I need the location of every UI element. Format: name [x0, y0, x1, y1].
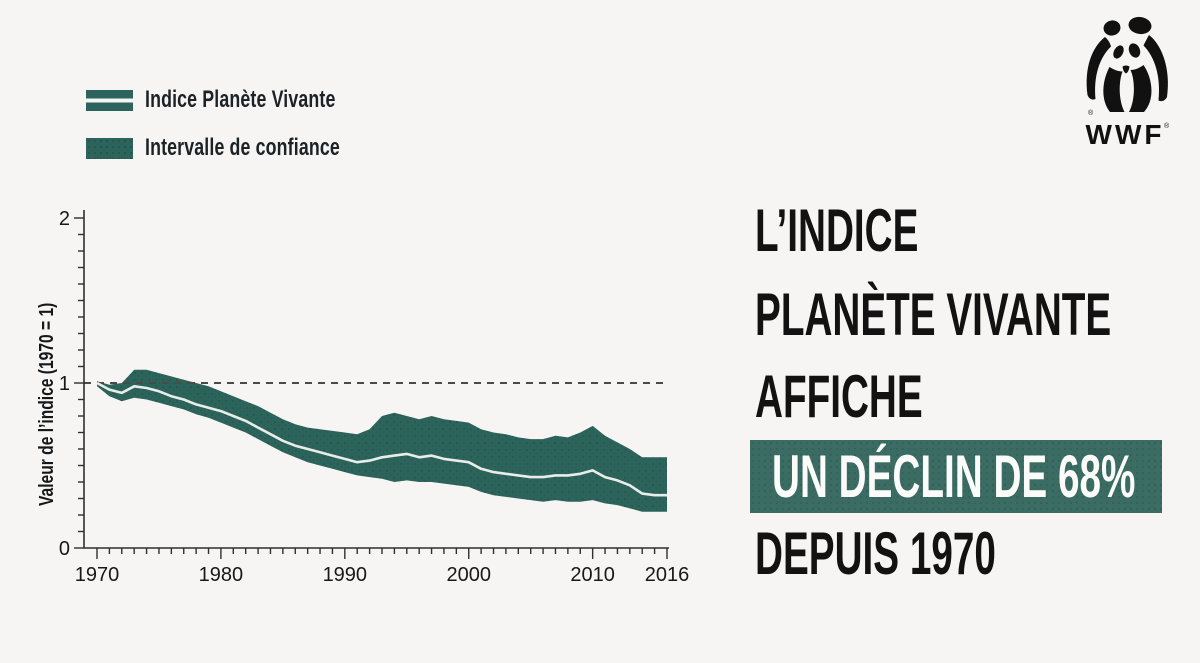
y-axis-title: Valeur de l’indice (1970 = 1): [36, 302, 58, 506]
headline-line-3: AFFICHE: [755, 363, 923, 430]
legend-item-confidence: Intervalle de confiance: [86, 134, 408, 162]
x-tick-label: 1970: [75, 564, 120, 586]
registered-mark-left: ®: [1088, 109, 1094, 117]
confidence-area-swatch-icon: [86, 137, 133, 159]
y-tick-label: 0: [59, 538, 70, 560]
x-tick-label: 2016: [645, 564, 690, 586]
x-tick-label: 1990: [323, 564, 368, 586]
headline-line-4: DEPUIS 1970: [755, 520, 996, 587]
headline-line-2: PLANÈTE VIVANTE: [755, 281, 1112, 348]
x-tick-label: 2010: [570, 564, 615, 586]
headline-line-1: L’INDICE: [755, 197, 919, 264]
lpi-line: [96, 381, 667, 497]
legend-item-lpi: Indice Planète Vivante: [86, 86, 402, 114]
wwf-logo: ® ® WWF: [1076, 16, 1174, 150]
x-tick-label: 1980: [199, 564, 244, 586]
lpi-line-swatch-icon: [86, 89, 133, 111]
x-tick-label: 2000: [446, 564, 491, 586]
y-tick-label: 2: [59, 208, 70, 230]
legend-item-label: Indice Planète Vivante: [145, 86, 336, 113]
decline-highlight-badge: UN DÉCLIN DE 68%: [750, 440, 1162, 513]
wwf-wordmark: WWF: [1086, 119, 1165, 148]
decline-highlight-text: UN DÉCLIN DE 68%: [772, 442, 1136, 510]
registered-mark-right: ®: [1164, 122, 1170, 130]
y-tick-label: 1: [59, 373, 70, 395]
panda-icon: ® ® WWF: [1086, 16, 1170, 150]
lpi-chart-svg: 0 1 2 1970 1980 1990 2000 2010 2016: [59, 208, 690, 586]
legend-item-label: Intervalle de confiance: [145, 134, 340, 161]
confidence-band-texture: [97, 369, 667, 512]
lpi-chart: 0 1 2 1970 1980 1990 2000 2010 2016: [28, 196, 728, 606]
